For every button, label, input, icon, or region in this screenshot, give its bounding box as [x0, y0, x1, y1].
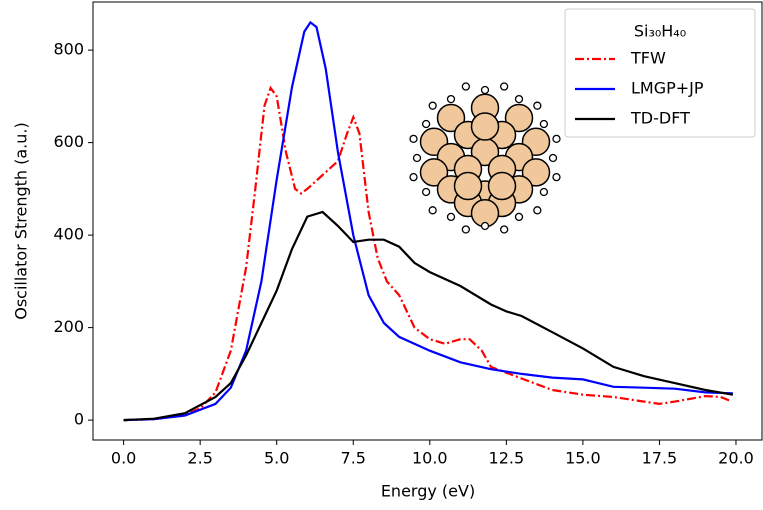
y-tick-label: 800 — [53, 40, 84, 59]
atom-h — [409, 173, 418, 182]
atom-h — [552, 173, 561, 182]
x-tick-label: 20.0 — [718, 449, 754, 468]
atom-si — [504, 103, 534, 133]
atom-si — [521, 158, 551, 187]
series-line — [123, 210, 734, 422]
atom-si — [487, 171, 517, 201]
atom-si — [419, 158, 449, 187]
y-tick-label: 200 — [53, 317, 84, 336]
atom-h — [533, 206, 542, 215]
atom-si — [453, 171, 483, 201]
x-tick-label: 0.0 — [111, 449, 136, 468]
atom-h — [539, 119, 549, 129]
atom-h — [446, 94, 456, 104]
atom-h — [480, 85, 490, 95]
molecule-inset — [409, 82, 561, 234]
x-tick-label: 15.0 — [565, 449, 601, 468]
x-tick-label: 2.5 — [187, 449, 212, 468]
x-tick-label: 10.0 — [412, 449, 448, 468]
plot-frame — [92, 1, 763, 441]
atom-si — [470, 112, 500, 141]
x-tick-label: 17.5 — [642, 449, 678, 468]
legend-box — [564, 8, 756, 138]
atom-h — [500, 82, 509, 91]
legend-title: Si₃₀H₄₀ — [634, 22, 686, 41]
atom-h — [514, 94, 524, 104]
atom-h — [514, 212, 524, 222]
atom-h — [421, 187, 431, 197]
atom-h — [539, 187, 549, 197]
series-line — [123, 85, 731, 422]
atom-h — [461, 225, 470, 234]
legend-label: TFW — [630, 49, 666, 68]
y-axis-label: Oscillator Strength (a.u.) — [12, 122, 31, 320]
x-tick-label: 5.0 — [264, 449, 289, 468]
atom-h — [412, 153, 422, 163]
atom-h — [428, 101, 437, 110]
atom-h — [409, 134, 418, 143]
atom-h — [548, 153, 558, 163]
y-tick-label: 0 — [74, 410, 84, 429]
atom-h — [421, 119, 431, 129]
x-axis-label: Energy (eV) — [381, 482, 475, 501]
atom-h — [428, 206, 437, 215]
atom-h — [480, 221, 490, 231]
y-tick-label: 400 — [53, 225, 84, 244]
atom-h — [461, 82, 470, 91]
atom-h — [500, 225, 509, 234]
x-tick-label: 12.5 — [489, 449, 525, 468]
atom-h — [552, 134, 561, 143]
legend-label: TD-DFT — [630, 109, 690, 128]
legend-label: LMGP+JP — [631, 79, 704, 98]
atom-h — [446, 212, 456, 222]
x-tick-label: 7.5 — [341, 449, 366, 468]
y-tick-label: 600 — [53, 132, 84, 151]
atom-h — [533, 101, 542, 110]
atom-si — [436, 103, 466, 133]
